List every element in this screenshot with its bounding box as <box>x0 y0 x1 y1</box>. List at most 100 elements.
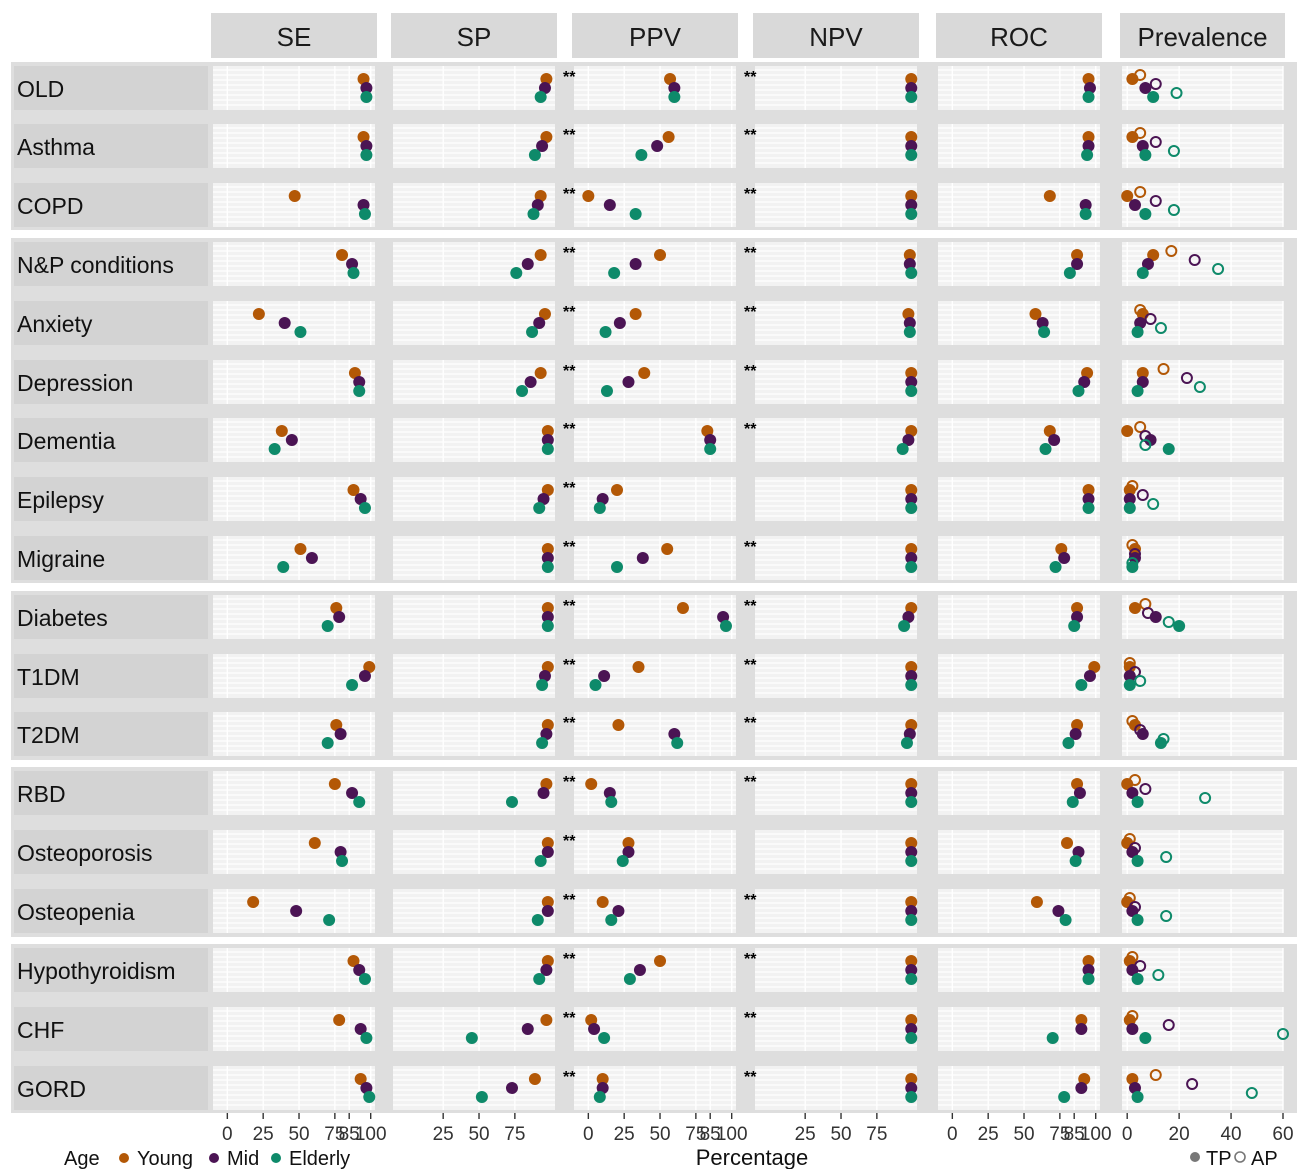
panel-background <box>393 66 555 110</box>
point-roc-mid <box>1036 317 1049 329</box>
point-roc-young <box>1088 661 1101 673</box>
point-sp-young <box>540 778 553 790</box>
point-npv-elderly <box>905 796 918 808</box>
point-se-elderly <box>268 443 281 455</box>
row-strip <box>14 301 208 345</box>
point-npv-mid <box>905 82 918 94</box>
point-roc-young <box>1071 778 1084 790</box>
point-sp-mid <box>536 140 549 152</box>
point-ppv-mid <box>603 199 616 211</box>
point-roc-young <box>1029 308 1042 320</box>
row-strip <box>14 242 208 286</box>
significance-marker: ** <box>563 421 576 438</box>
point-roc-young <box>1055 543 1068 555</box>
legend-label-tp: TP <box>1206 1148 1232 1169</box>
panel-background <box>938 360 1100 404</box>
point-roc-young <box>1071 602 1084 614</box>
point-prevalence-ap-mid <box>1141 607 1154 619</box>
panel-background <box>393 124 555 168</box>
point-prevalence-ap-elderly <box>1212 263 1225 275</box>
significance-marker: ** <box>563 833 576 850</box>
point-roc-mid <box>1083 670 1096 682</box>
point-npv-young <box>905 543 918 555</box>
panel-background <box>574 183 736 227</box>
axis-tick-label: 25 <box>433 1124 454 1145</box>
axis-tick-label: 20 <box>1169 1124 1190 1145</box>
point-sp-mid <box>531 199 544 211</box>
facet-header-strip <box>211 13 377 58</box>
point-ppv-elderly <box>671 737 684 749</box>
point-ppv-elderly <box>589 679 602 691</box>
point-sp-mid <box>541 846 554 858</box>
legend-key-elderly <box>271 1153 281 1163</box>
point-roc-elderly <box>1063 267 1076 279</box>
panel-background <box>1122 654 1283 698</box>
point-npv-elderly <box>900 737 913 749</box>
row-label: Hypothyroidism <box>17 958 176 984</box>
point-ppv-young <box>596 896 609 908</box>
panel-background <box>393 1066 555 1110</box>
point-prevalence-ap-mid <box>1144 313 1157 325</box>
point-ppv-mid <box>598 670 611 682</box>
point-npv-mid <box>903 258 916 270</box>
point-roc-elderly <box>1039 443 1052 455</box>
axis-tick-label: 0 <box>947 1124 958 1145</box>
panel-background <box>938 654 1100 698</box>
point-npv-elderly <box>898 620 911 632</box>
point-roc-mid <box>1082 140 1095 152</box>
point-prevalence-tp-mid <box>1126 1023 1139 1035</box>
row-panels: OLD Asthma COPD N&P conditions Anxiety Depres… <box>14 66 1284 1110</box>
point-roc-elderly <box>1038 326 1051 338</box>
point-prevalence-ap-young <box>1157 363 1170 375</box>
point-prevalence-tp-young <box>1136 367 1149 379</box>
point-ppv-mid <box>612 905 625 917</box>
point-npv-mid <box>905 199 918 211</box>
point-se-elderly <box>360 1032 373 1044</box>
legend-title: Age <box>64 1148 100 1169</box>
point-prevalence-tp-elderly <box>1123 502 1136 514</box>
point-sp-elderly <box>465 1032 478 1044</box>
significance-marker: ** <box>744 421 757 438</box>
row-label: OLD <box>17 76 64 102</box>
point-roc-mid <box>1082 493 1095 505</box>
panel-background <box>574 595 736 639</box>
point-sp-mid <box>521 1023 534 1035</box>
point-se-mid <box>278 317 291 329</box>
axis-tick-label: 50 <box>649 1124 670 1145</box>
row-label: COPD <box>17 193 83 219</box>
point-ppv-young <box>612 719 625 731</box>
point-roc-elderly <box>1082 91 1095 103</box>
point-prevalence-tp-young <box>1128 602 1141 614</box>
point-npv-mid <box>905 670 918 682</box>
facet-header-strip <box>572 13 738 58</box>
point-ppv-mid <box>596 493 609 505</box>
point-sp-mid <box>541 905 554 917</box>
point-roc-young <box>1061 837 1074 849</box>
point-roc-young <box>1075 1014 1088 1026</box>
point-prevalence-ap-mid <box>1162 1019 1175 1031</box>
significance-marker: ** <box>563 598 576 615</box>
significance-marker: ** <box>563 1010 576 1027</box>
axis-tick-label: 75 <box>1049 1124 1070 1145</box>
point-sp-mid <box>538 82 551 94</box>
point-prevalence-ap-young <box>1126 480 1139 492</box>
point-roc-mid <box>1071 611 1084 623</box>
point-roc-young <box>1030 896 1043 908</box>
point-se-young <box>347 484 360 496</box>
panel-background <box>393 183 555 227</box>
panel-background <box>1122 124 1283 168</box>
point-prevalence-ap-mid <box>1136 489 1149 501</box>
point-sp-elderly <box>534 91 547 103</box>
point-prevalence-ap-mid <box>1149 136 1162 148</box>
axis-tick-label: 100 <box>716 1124 748 1145</box>
point-ppv-mid <box>704 434 717 446</box>
point-npv-young <box>905 425 918 437</box>
facet-headers: SE SP PPV NPV ROC Prevalence <box>211 13 1285 58</box>
point-npv-young <box>903 249 916 261</box>
point-sp-young <box>541 837 554 849</box>
point-ppv-elderly <box>605 796 618 808</box>
panel-background <box>938 124 1100 168</box>
point-prevalence-ap-elderly <box>1193 381 1206 393</box>
panel-background <box>755 183 917 227</box>
point-prevalence-ap-elderly <box>1139 439 1152 451</box>
